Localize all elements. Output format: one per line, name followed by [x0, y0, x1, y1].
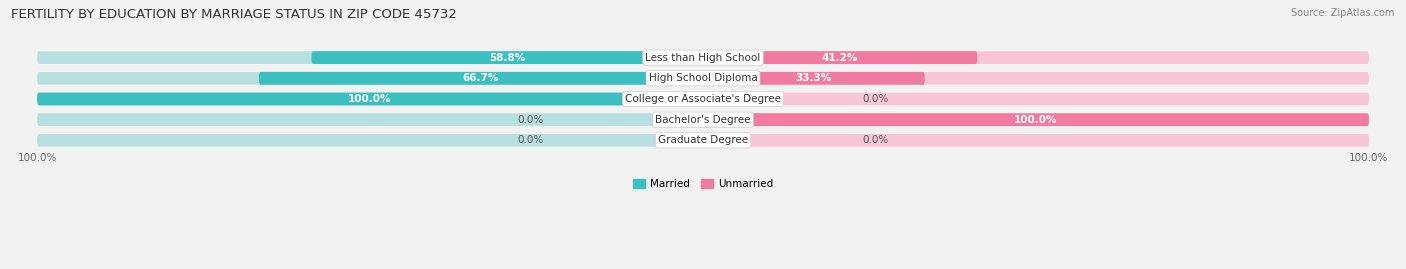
Text: 0.0%: 0.0%	[862, 94, 889, 104]
FancyBboxPatch shape	[312, 51, 703, 64]
FancyBboxPatch shape	[703, 113, 1369, 126]
Text: College or Associate's Degree: College or Associate's Degree	[626, 94, 780, 104]
Text: Less than High School: Less than High School	[645, 53, 761, 63]
Text: 0.0%: 0.0%	[517, 135, 544, 145]
FancyBboxPatch shape	[37, 51, 1369, 65]
Text: Graduate Degree: Graduate Degree	[658, 135, 748, 145]
FancyBboxPatch shape	[37, 134, 703, 147]
Legend: Married, Unmarried: Married, Unmarried	[633, 179, 773, 189]
FancyBboxPatch shape	[703, 72, 1369, 85]
FancyBboxPatch shape	[703, 93, 1369, 105]
FancyBboxPatch shape	[37, 113, 1369, 126]
Text: 58.8%: 58.8%	[489, 53, 526, 63]
FancyBboxPatch shape	[703, 134, 1369, 147]
Text: 100.0%: 100.0%	[1014, 115, 1057, 125]
Text: 100.0%: 100.0%	[349, 94, 392, 104]
Text: 33.3%: 33.3%	[796, 73, 832, 83]
Text: 0.0%: 0.0%	[517, 115, 544, 125]
FancyBboxPatch shape	[37, 92, 1369, 106]
FancyBboxPatch shape	[37, 113, 703, 126]
FancyBboxPatch shape	[37, 93, 703, 105]
FancyBboxPatch shape	[37, 72, 703, 85]
Text: 66.7%: 66.7%	[463, 73, 499, 83]
FancyBboxPatch shape	[703, 113, 1369, 126]
FancyBboxPatch shape	[37, 72, 1369, 85]
Text: 0.0%: 0.0%	[862, 135, 889, 145]
Text: FERTILITY BY EDUCATION BY MARRIAGE STATUS IN ZIP CODE 45732: FERTILITY BY EDUCATION BY MARRIAGE STATU…	[11, 8, 457, 21]
FancyBboxPatch shape	[703, 51, 977, 64]
FancyBboxPatch shape	[37, 93, 703, 105]
Text: Bachelor's Degree: Bachelor's Degree	[655, 115, 751, 125]
FancyBboxPatch shape	[37, 51, 703, 64]
FancyBboxPatch shape	[703, 72, 925, 85]
Text: High School Diploma: High School Diploma	[648, 73, 758, 83]
FancyBboxPatch shape	[37, 133, 1369, 147]
Text: 41.2%: 41.2%	[823, 53, 858, 63]
FancyBboxPatch shape	[259, 72, 703, 85]
Text: Source: ZipAtlas.com: Source: ZipAtlas.com	[1291, 8, 1395, 18]
FancyBboxPatch shape	[703, 51, 1369, 64]
